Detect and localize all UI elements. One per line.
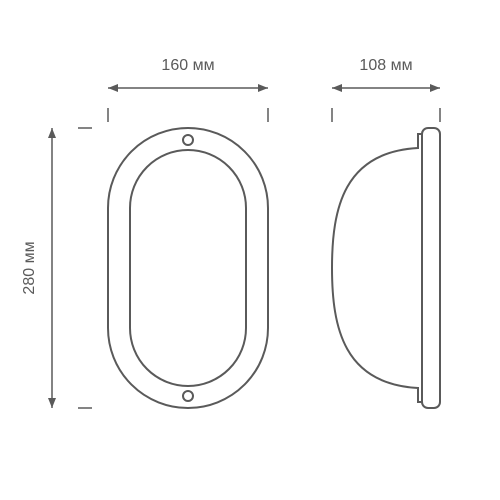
- arrowhead: [48, 398, 56, 408]
- arrowhead: [108, 84, 118, 92]
- dim-label-width-side: 108 мм: [359, 57, 412, 74]
- screw-hole-top: [183, 135, 193, 145]
- side-base: [422, 128, 440, 408]
- arrowhead: [430, 84, 440, 92]
- dim-label-height: 280 мм: [21, 241, 38, 294]
- front-inner: [130, 150, 246, 386]
- arrowhead: [48, 128, 56, 138]
- side-dome: [332, 134, 422, 402]
- arrowhead: [258, 84, 268, 92]
- arrowhead: [332, 84, 342, 92]
- dim-label-width-front: 160 мм: [161, 57, 214, 74]
- screw-hole-bottom: [183, 391, 193, 401]
